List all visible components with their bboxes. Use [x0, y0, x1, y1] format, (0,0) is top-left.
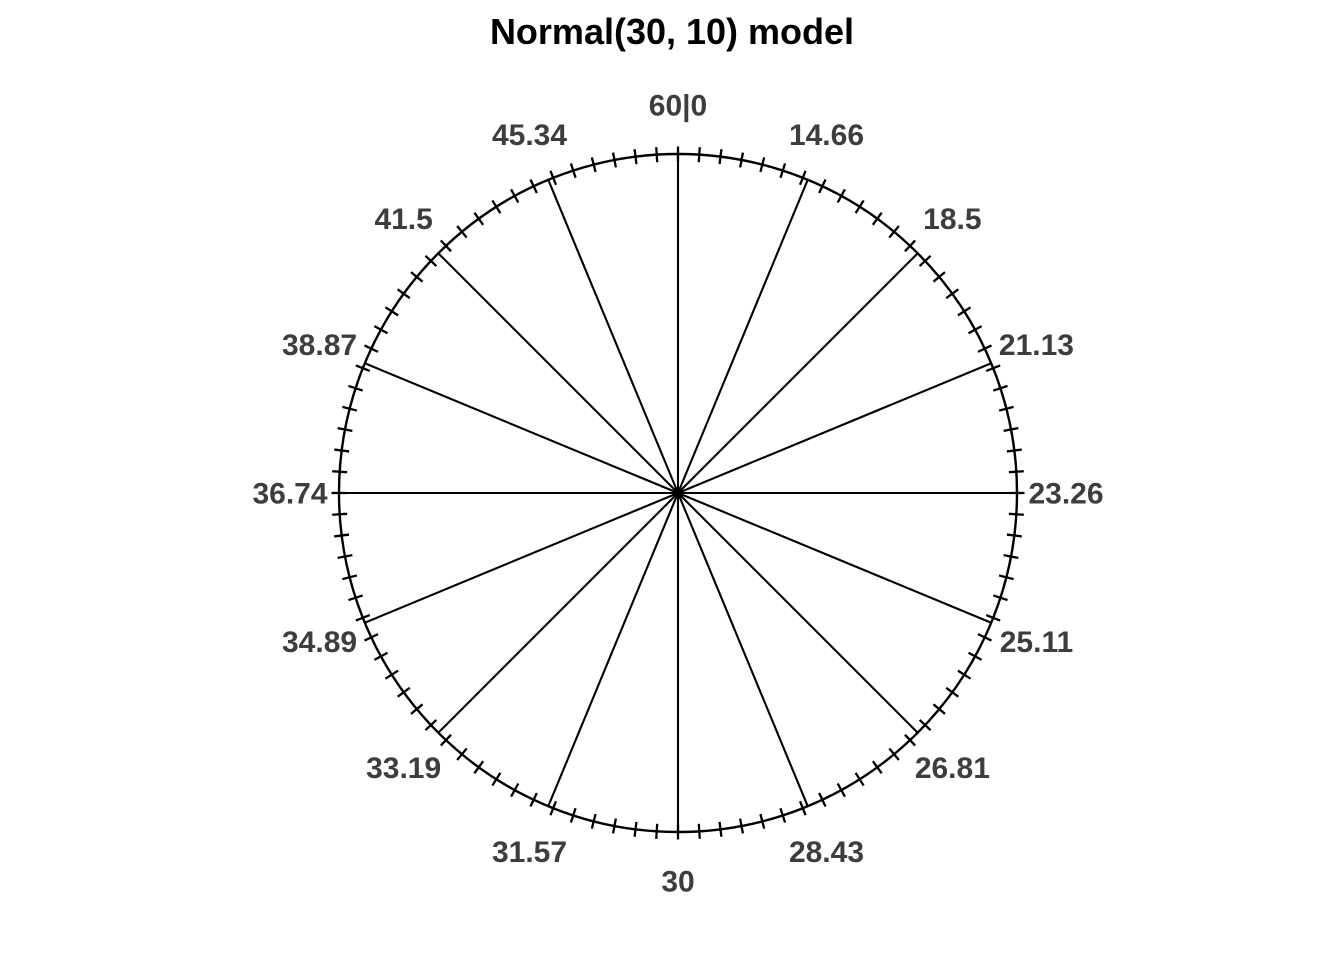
sector-spoke [677, 492, 919, 734]
sector-label: 31.57 [492, 836, 567, 869]
sector-spoke [677, 252, 919, 494]
sector-label: 34.89 [282, 626, 357, 659]
sector-label: 21.13 [999, 329, 1074, 362]
sector-spoke [547, 492, 679, 807]
sector-spoke [677, 492, 992, 624]
sector-label: 45.34 [492, 119, 567, 152]
sector-label: 41.5 [374, 203, 432, 236]
sector-spoke [364, 492, 679, 624]
sector-label: 60|0 [649, 90, 707, 123]
wheel-circle [337, 152, 1019, 834]
sector-label: 23.26 [1028, 478, 1103, 511]
chart-title: Normal(30, 10) model [489, 11, 855, 52]
sector-label: 36.74 [252, 478, 327, 511]
sector-label: 26.81 [915, 752, 990, 785]
sector-spoke [547, 179, 679, 494]
sector-spoke [677, 179, 809, 494]
sector-label: 30 [661, 866, 694, 899]
sector-spoke [437, 252, 679, 494]
sector-label: 14.66 [789, 119, 864, 152]
sector-spoke [437, 492, 679, 734]
sector-spoke [677, 492, 809, 807]
sector-label: 18.5 [923, 203, 981, 236]
sector-spoke [364, 362, 679, 494]
sector-spokes [339, 154, 1017, 832]
sector-label: 25.11 [1000, 626, 1073, 659]
sector-labels: 60|0 14.66 18.5 21.13 23.26 25.11 26.81 28.43 30… [252, 90, 1103, 899]
wheel-rim [337, 152, 1019, 834]
sector-spoke [677, 362, 992, 494]
sector-label: 28.43 [789, 836, 864, 869]
sector-label: 38.87 [282, 329, 357, 362]
sector-label: 33.19 [366, 752, 441, 785]
